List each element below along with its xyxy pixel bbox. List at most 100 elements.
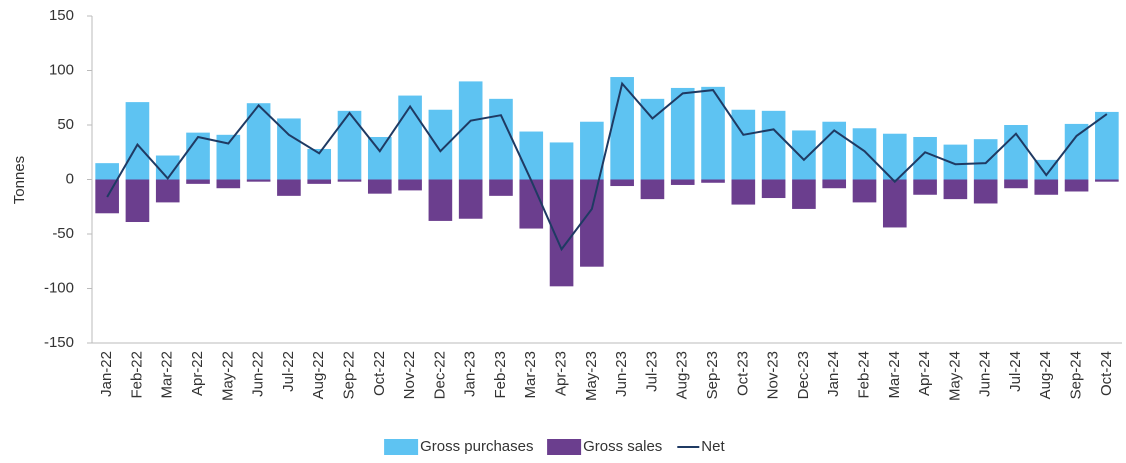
x-tick-label: Aug-22: [310, 351, 327, 399]
x-tick-label: Oct-23: [734, 351, 751, 396]
bar: [610, 77, 634, 180]
y-tick-label: 150: [49, 7, 74, 24]
bar: [852, 179, 877, 203]
x-tick-label: Nov-22: [401, 351, 418, 399]
bar: [792, 179, 816, 209]
x-tick-label: Jul-23: [643, 351, 660, 392]
y-tick-label: 0: [66, 170, 74, 187]
x-tick-label: Dec-22: [431, 351, 448, 399]
legend-label: Gross sales: [583, 438, 662, 455]
bar: [640, 98, 665, 180]
bar: [519, 131, 544, 180]
bar: [367, 136, 392, 180]
bar: [95, 163, 119, 180]
legend-swatch: [547, 439, 582, 455]
bar: [216, 179, 241, 189]
x-tick-label: Feb-23: [492, 351, 509, 399]
bar: [155, 179, 180, 203]
bar: [761, 179, 786, 199]
x-tick-label: Mar-23: [522, 351, 539, 399]
bar: [155, 155, 180, 180]
bar: [337, 179, 362, 182]
bar: [125, 102, 150, 180]
legend-label: Gross purchases: [420, 438, 533, 455]
x-tick-label: Jun-23: [613, 351, 630, 397]
x-tick-label: Oct-24: [1098, 351, 1115, 396]
bar: [458, 81, 483, 180]
y-axis-label: Tonnes: [11, 156, 28, 204]
x-tick-label: May-23: [583, 351, 600, 401]
x-tick-label: Jan-24: [825, 351, 842, 397]
bar: [882, 179, 907, 228]
bar: [640, 179, 665, 200]
bar: [489, 98, 513, 180]
line: [106, 81, 1108, 252]
bar: [822, 179, 847, 189]
bar: [186, 179, 210, 184]
bar: [458, 179, 483, 219]
bar: [580, 121, 604, 180]
bar: [882, 133, 907, 180]
bar: [398, 179, 422, 191]
x-tick-label: Apr-22: [189, 351, 206, 396]
bar: [125, 179, 150, 223]
x-tick-label: Jun-22: [250, 351, 267, 397]
x-tick-label: May-22: [219, 351, 236, 401]
y-tick-label: -100: [44, 279, 74, 296]
bar: [1095, 111, 1119, 180]
bar: [1034, 179, 1059, 195]
x-tick-label: Jul-24: [1007, 351, 1024, 392]
x-tick-label: Apr-24: [916, 351, 933, 396]
x-tick-label: Feb-24: [855, 351, 872, 399]
legend-swatch: [384, 439, 419, 455]
bar: [701, 179, 725, 183]
bar: [519, 179, 544, 229]
x-tick-label: Sep-22: [340, 351, 357, 399]
bar: [943, 179, 968, 200]
bar: [943, 144, 968, 180]
bar: [277, 179, 301, 196]
bar: [428, 109, 453, 180]
x-tick-label: Sep-23: [704, 351, 721, 399]
bar: [549, 179, 574, 287]
bar: [367, 179, 392, 194]
x-tick-label: Mar-24: [886, 351, 903, 399]
bar: [307, 148, 332, 180]
bar: [1004, 179, 1028, 189]
x-tick-label: Apr-23: [553, 351, 570, 396]
x-tick-label: Jan-23: [462, 351, 479, 397]
x-tick-label: Aug-23: [674, 351, 691, 399]
bar: [216, 134, 241, 180]
bar: [610, 179, 634, 187]
bar: [731, 109, 756, 180]
bar: [580, 179, 604, 267]
x-tick-label: May-24: [946, 351, 963, 401]
bar: [489, 179, 513, 196]
bar: [670, 179, 695, 185]
x-tick-label: Jun-24: [977, 351, 994, 397]
y-tick-label: -50: [52, 225, 74, 242]
bar: [337, 110, 362, 180]
x-tick-label: Mar-22: [159, 351, 176, 399]
bar: [1034, 159, 1059, 180]
x-tick-label: Feb-22: [128, 351, 145, 399]
bar: [731, 179, 756, 205]
x-tick-label: Jan-22: [98, 351, 115, 397]
bar: [792, 130, 816, 180]
x-tick-label: Aug-24: [1037, 351, 1054, 399]
y-tick-label: 50: [57, 116, 74, 133]
x-tick-label: Sep-24: [1068, 351, 1085, 399]
y-tick-label: 100: [49, 61, 74, 78]
bar: [761, 110, 786, 180]
bar: [246, 179, 271, 182]
bar: [549, 142, 574, 180]
bar: [307, 179, 332, 184]
bar: [852, 128, 877, 180]
bar: [428, 179, 453, 221]
bar: [246, 103, 271, 180]
bar: [670, 87, 695, 180]
bar: [1064, 123, 1089, 180]
y-tick-label: -150: [44, 334, 74, 351]
bar: [973, 139, 998, 180]
